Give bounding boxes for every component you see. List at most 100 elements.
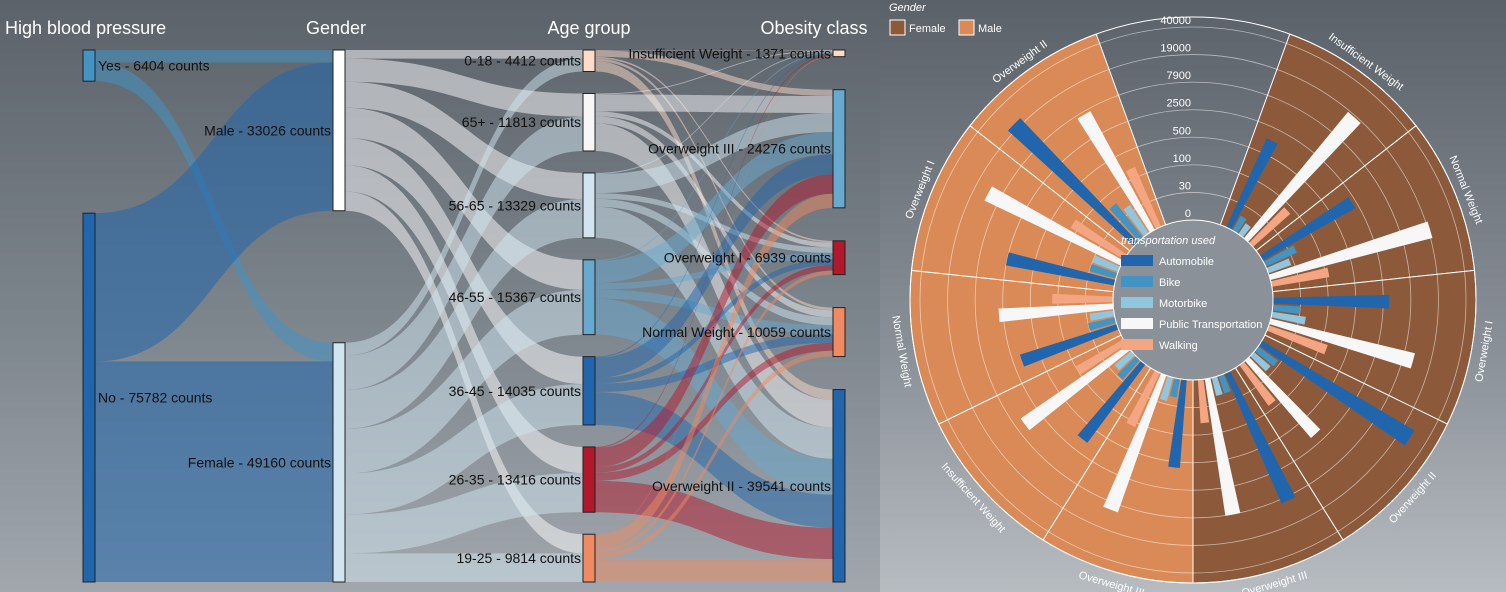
radial-category-label: Normal Weight bbox=[889, 315, 913, 389]
radial-bar[interactable] bbox=[1254, 346, 1278, 367]
transport-legend-label: Bike bbox=[1159, 277, 1180, 289]
transport-legend-label: Automobile bbox=[1159, 256, 1214, 268]
radial-bar[interactable] bbox=[1271, 311, 1306, 325]
sankey-link bbox=[595, 154, 833, 378]
radial-bar[interactable] bbox=[1266, 258, 1292, 274]
radial-tick-label: 0 bbox=[1185, 208, 1191, 220]
radial-bar[interactable] bbox=[1092, 255, 1121, 273]
radial-bar[interactable] bbox=[1197, 379, 1210, 424]
radial-bar[interactable] bbox=[1268, 221, 1433, 280]
radial-bar[interactable] bbox=[1272, 294, 1390, 309]
radial-bar[interactable] bbox=[1249, 207, 1291, 247]
sankey-node[interactable] bbox=[82, 212, 96, 583]
radial-bar[interactable] bbox=[1272, 304, 1301, 315]
sankey-link bbox=[345, 199, 583, 429]
transport-legend-swatch[interactable] bbox=[1121, 276, 1153, 287]
sankey-node[interactable] bbox=[832, 49, 846, 58]
radial-bar[interactable] bbox=[1239, 361, 1276, 406]
sankey-link bbox=[595, 174, 833, 468]
sankey-node-label: Female - 49160 counts bbox=[188, 454, 331, 470]
radial-bar[interactable] bbox=[1089, 264, 1118, 279]
sankey-panel: Yes - 6404 counts No - 75782 counts Male -… bbox=[0, 0, 880, 592]
radial-bar[interactable] bbox=[1263, 245, 1297, 267]
sankey-node[interactable] bbox=[832, 307, 846, 358]
radial-bar[interactable] bbox=[1204, 378, 1241, 516]
sankey-link bbox=[595, 270, 833, 554]
radial-bar[interactable] bbox=[1126, 370, 1160, 428]
sankey-node[interactable] bbox=[582, 446, 596, 513]
radial-bar[interactable] bbox=[1005, 252, 1116, 286]
radial-bar[interactable] bbox=[1168, 379, 1187, 468]
radial-bar[interactable] bbox=[1089, 310, 1115, 321]
radial-bar[interactable] bbox=[1019, 324, 1119, 367]
sankey-node-label: 36-45 - 14035 counts bbox=[449, 383, 581, 399]
radial-bar[interactable] bbox=[1109, 203, 1144, 242]
radial-bar[interactable] bbox=[1077, 360, 1146, 443]
sankey-link bbox=[345, 384, 583, 515]
transport-legend-swatch[interactable] bbox=[1121, 297, 1153, 308]
radial-bar[interactable] bbox=[1077, 111, 1155, 233]
radial-bar[interactable] bbox=[1238, 223, 1251, 238]
radial-bar[interactable] bbox=[1266, 325, 1328, 355]
sankey-node-label: Overweight III - 24276 counts bbox=[648, 141, 831, 157]
radial-bar[interactable] bbox=[1244, 357, 1321, 438]
transport-legend-swatch[interactable] bbox=[1121, 318, 1153, 329]
radial-tick-label: 2500 bbox=[1167, 98, 1191, 110]
radial-bar[interactable] bbox=[1117, 356, 1141, 380]
radial-bar[interactable] bbox=[1114, 350, 1135, 371]
radial-panel: transportation used Automobile Bike Motorbi… bbox=[880, 0, 1506, 592]
sankey-link bbox=[595, 193, 833, 550]
radial-bar[interactable] bbox=[1258, 340, 1415, 446]
radial-bar[interactable] bbox=[1224, 370, 1296, 504]
gender-legend-swatch[interactable] bbox=[958, 19, 975, 36]
sankey-node[interactable] bbox=[832, 89, 846, 209]
radial-bar[interactable] bbox=[1211, 376, 1223, 396]
sankey-node[interactable] bbox=[332, 49, 346, 212]
radial-bar[interactable] bbox=[1123, 204, 1149, 237]
radial-bar[interactable] bbox=[1070, 219, 1128, 260]
sankey-node-label: 46-55 - 15367 counts bbox=[449, 289, 581, 305]
transport-legend-swatch[interactable] bbox=[1121, 255, 1153, 266]
sankey-link bbox=[595, 55, 833, 536]
radial-bar[interactable] bbox=[1020, 345, 1131, 431]
sankey-node-label: 0-18 - 4412 counts bbox=[464, 53, 581, 69]
sankey-node[interactable] bbox=[832, 389, 846, 583]
sankey-node[interactable] bbox=[582, 356, 596, 426]
sankey-link bbox=[595, 58, 833, 311]
radial-bar[interactable] bbox=[1232, 215, 1247, 234]
sankey-node-label: No - 75782 counts bbox=[98, 390, 212, 406]
radial-bar[interactable] bbox=[998, 303, 1114, 323]
transport-legend-swatch[interactable] bbox=[1121, 339, 1153, 350]
radial-bar[interactable] bbox=[984, 186, 1124, 266]
radial-bar[interactable] bbox=[1218, 373, 1231, 394]
radial-bar[interactable] bbox=[1125, 166, 1162, 230]
radial-bar[interactable] bbox=[1103, 373, 1167, 513]
radial-bar[interactable] bbox=[1170, 377, 1180, 398]
radial-bar-chart: transportation used Automobile Bike Motorbi… bbox=[889, 2, 1496, 592]
sankey-node[interactable] bbox=[332, 342, 346, 583]
gender-legend-swatch[interactable] bbox=[889, 19, 906, 36]
radial-bar[interactable] bbox=[1087, 317, 1117, 331]
transport-legend-title: transportation used bbox=[1121, 235, 1216, 247]
sankey-node[interactable] bbox=[582, 533, 596, 583]
radial-bar[interactable] bbox=[1243, 111, 1361, 242]
radial-bar[interactable] bbox=[1250, 351, 1271, 372]
sankey-column-title: Gender bbox=[306, 18, 366, 38]
radial-tick-label: 30 bbox=[1179, 180, 1191, 192]
sankey-link bbox=[95, 50, 333, 63]
radial-bar[interactable] bbox=[1075, 339, 1127, 375]
sankey-node[interactable] bbox=[582, 92, 596, 152]
sankey-node[interactable] bbox=[582, 49, 596, 72]
sankey-node[interactable] bbox=[582, 172, 596, 239]
sankey-node[interactable] bbox=[82, 49, 96, 82]
sankey-node[interactable] bbox=[582, 259, 596, 336]
radial-bar[interactable] bbox=[1159, 375, 1173, 401]
sankey-node[interactable] bbox=[832, 240, 846, 276]
gender-legend-label: Male bbox=[978, 23, 1002, 35]
radial-bar[interactable] bbox=[1226, 138, 1278, 230]
radial-bar[interactable] bbox=[1270, 267, 1330, 287]
radial-bar[interactable] bbox=[1052, 293, 1114, 304]
radial-bar[interactable] bbox=[1269, 318, 1415, 369]
radial-bar[interactable] bbox=[1007, 118, 1138, 246]
radial-bar[interactable] bbox=[1259, 197, 1356, 261]
